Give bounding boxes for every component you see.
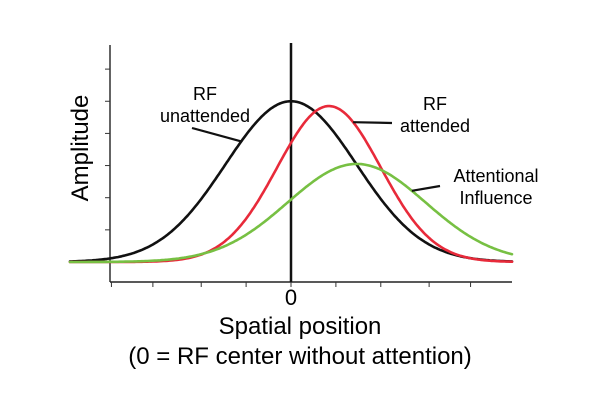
y-axis-label: Amplitude: [67, 95, 94, 202]
series-attended-label-line: attended: [400, 116, 470, 136]
series-influence-label: Attentional Influence: [453, 166, 538, 208]
series-unattended-label-line: RF: [193, 84, 217, 104]
series-unattended-label-line: unattended: [160, 106, 250, 126]
series-unattended-line: [68, 100, 514, 263]
series-unattended-label: RF unattended: [160, 84, 250, 126]
series-influence-pointer: [411, 184, 441, 192]
series-attended-pointer: [353, 121, 393, 125]
x-tick-label: 0: [285, 285, 297, 310]
x-axis-label: Spatial position: [219, 313, 382, 340]
series-influence-line: [68, 162, 514, 264]
series-attended-label-line: RF: [423, 94, 447, 114]
series-unattended-pointer: [191, 126, 242, 143]
series-influence-label-line: Attentional: [453, 166, 538, 186]
series-influence-label-line: Influence: [459, 188, 532, 208]
series-attended-label: RF attended: [400, 94, 470, 136]
x-axis-note: (0 = RF center without attention): [128, 343, 472, 370]
